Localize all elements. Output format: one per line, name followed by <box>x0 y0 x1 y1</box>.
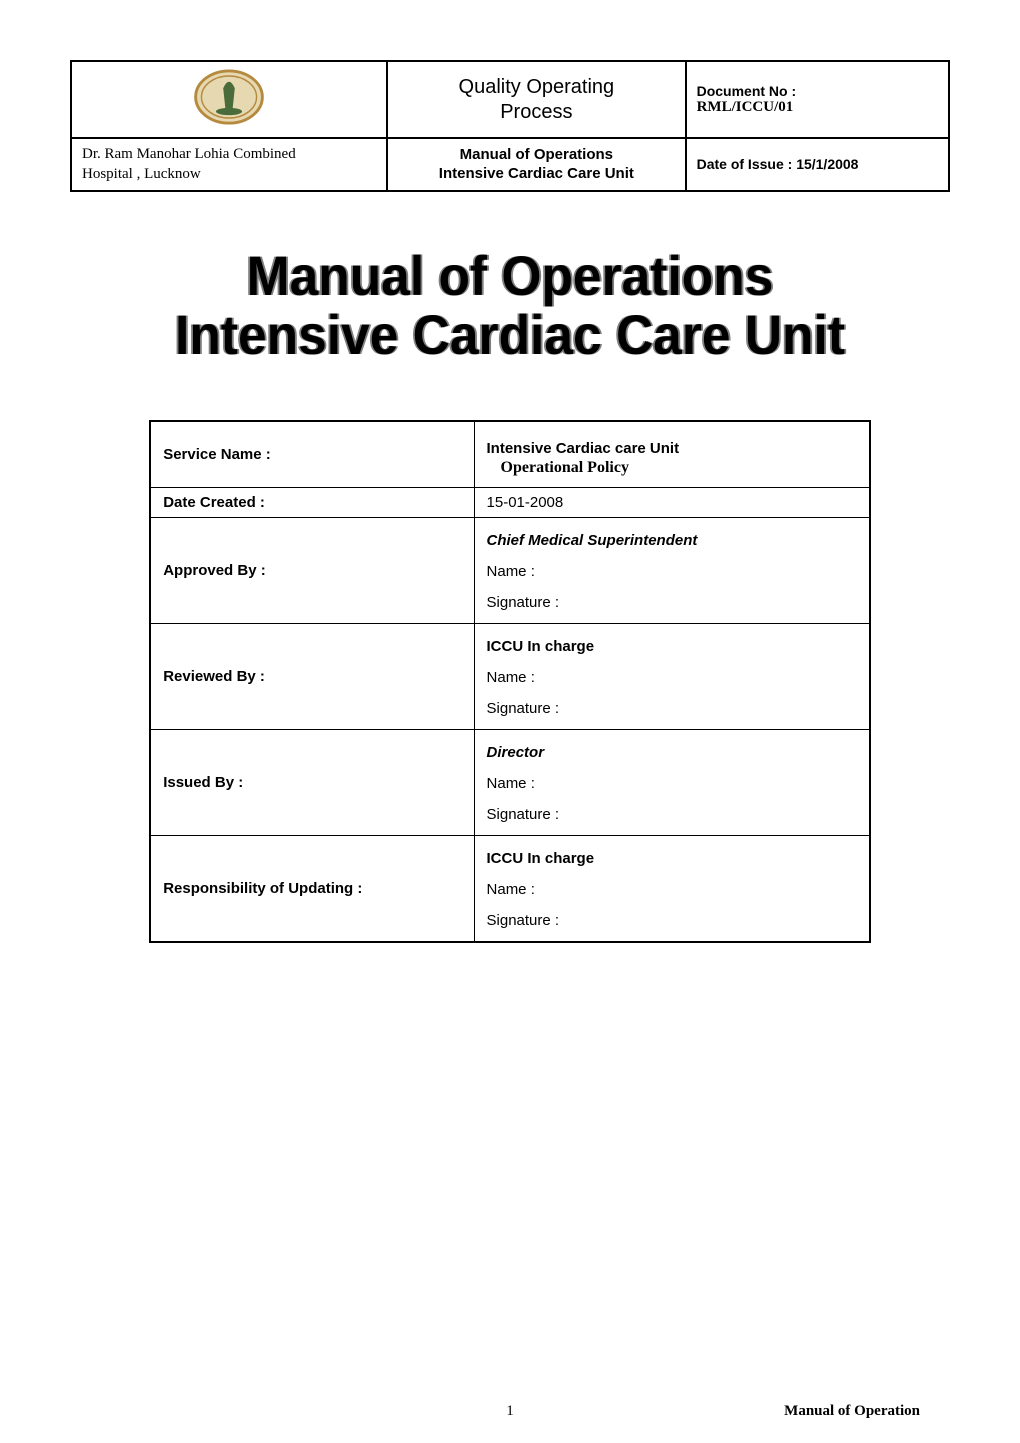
signature-field: Signature : <box>487 912 857 929</box>
role-title: ICCU In charge <box>487 850 857 867</box>
signature-field: Signature : <box>487 700 857 717</box>
doc-no-label: Document No : <box>697 83 938 99</box>
doc-no-cell: Document No : RML/ICCU/01 <box>686 61 949 138</box>
signature-field: Signature : <box>487 806 857 823</box>
org-logo-icon <box>190 68 268 126</box>
moo-line2: Intensive Cardiac Care Unit <box>398 165 675 184</box>
info-row: Issued By : Director Name : Signature : <box>150 729 870 835</box>
info-row-value: Director Name : Signature : <box>474 729 870 835</box>
info-row: Service Name :Intensive Cardiac care Uni… <box>150 421 870 488</box>
moo-line1: Manual of Operations <box>398 146 675 165</box>
info-table-body: Service Name :Intensive Cardiac care Uni… <box>150 421 870 942</box>
info-row-value: ICCU In charge Name : Signature : <box>474 623 870 729</box>
name-field: Name : <box>487 563 857 580</box>
main-title: Manual of Operations Intensive Cardiac C… <box>70 247 950 365</box>
org-line2: Hospital , Lucknow <box>82 166 201 182</box>
info-row-value: ICCU In charge Name : Signature : <box>474 835 870 942</box>
info-row: Reviewed By : ICCU In charge Name : Signatu… <box>150 623 870 729</box>
info-row-label: Issued By : <box>150 729 474 835</box>
footer-doc-label: Manual of Operation <box>784 1403 920 1420</box>
logo-cell <box>71 61 387 138</box>
role-title: ICCU In charge <box>487 638 857 655</box>
info-row-label: Reviewed By : <box>150 623 474 729</box>
doi-value: 15/1/2008 <box>796 156 858 172</box>
doc-no-value: RML/ICCU/01 <box>697 99 938 116</box>
info-row: Approved By :Chief Medical Superintenden… <box>150 517 870 623</box>
info-row-label: Responsibility of Updating : <box>150 835 474 942</box>
name-field: Name : <box>487 881 857 898</box>
doi-label: Date of Issue : <box>697 156 797 172</box>
doi-cell: Date of Issue : 15/1/2008 <box>686 138 949 191</box>
info-row-label: Service Name : <box>150 421 474 488</box>
qop-line2: Process <box>398 100 675 125</box>
info-row-value: Chief Medical Superintendent Name : Signat… <box>474 517 870 623</box>
role-title: Chief Medical Superintendent <box>487 532 857 549</box>
signature-field: Signature : <box>487 594 857 611</box>
info-row-label: Date Created : <box>150 487 474 517</box>
role-title: Director <box>487 744 857 761</box>
org-name-cell: Dr. Ram Manohar Lohia Combined Hospital … <box>71 138 387 191</box>
qop-title-cell: Quality Operating Process <box>387 61 686 138</box>
op-policy-wrap: Operational Policy <box>487 459 857 477</box>
info-row-label: Approved By : <box>150 517 474 623</box>
qop-line1: Quality Operating <box>398 75 675 100</box>
main-title-line1: Manual of Operations <box>105 247 915 306</box>
name-field: Name : <box>487 669 857 686</box>
op-policy-text: Operational Policy <box>501 459 629 476</box>
main-title-block: Manual of Operations Intensive Cardiac C… <box>70 247 950 365</box>
document-header-table: Quality Operating Process Document No : … <box>70 60 950 192</box>
info-row-value: 15-01-2008 <box>474 487 870 517</box>
org-line1: Dr. Ram Manohar Lohia Combined <box>82 146 296 162</box>
info-row: Date Created :15-01-2008 <box>150 487 870 517</box>
info-table: Service Name :Intensive Cardiac care Uni… <box>149 420 871 943</box>
info-row-value: Intensive Cardiac care Unit Operational P… <box>474 421 870 488</box>
name-field: Name : <box>487 775 857 792</box>
footer-page-number: 1 <box>506 1403 514 1420</box>
info-row: Responsibility of Updating :ICCU In char… <box>150 835 870 942</box>
moo-title-cell: Manual of Operations Intensive Cardiac C… <box>387 138 686 191</box>
service-title: Intensive Cardiac care Unit <box>487 440 857 457</box>
main-title-line2: Intensive Cardiac Care Unit <box>105 306 915 365</box>
